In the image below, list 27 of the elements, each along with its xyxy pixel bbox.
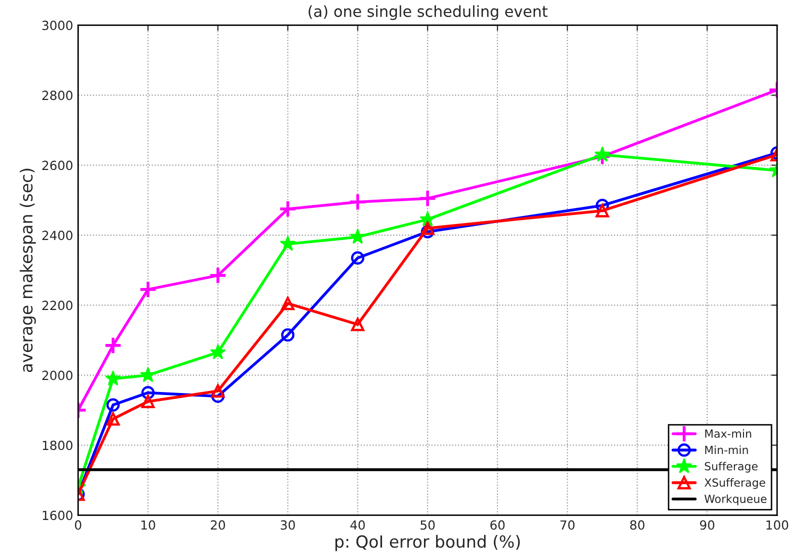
legend-label: XSufferage	[704, 478, 766, 489]
x-tick-label: 70	[560, 520, 575, 530]
y-tick-label: 2200	[42, 300, 72, 310]
x-tick-label: 90	[700, 520, 714, 530]
y-axis-title: average makespan (sec)	[20, 168, 36, 372]
x-tick-label: 20	[210, 520, 226, 530]
x-tick-label: 10	[141, 520, 156, 530]
legend-label: Min-min	[705, 446, 748, 454]
x-tick-label: 60	[490, 520, 505, 530]
chart-title: (a) one single scheduling event	[308, 5, 548, 20]
x-tick-label: 100	[766, 520, 788, 530]
y-tick-label: 2800	[42, 90, 72, 100]
y-tick-label: 2600	[42, 160, 72, 170]
x-tick-label: 0	[74, 520, 82, 530]
legend-label: Workqueue	[704, 494, 766, 506]
y-tick-label: 3000	[42, 20, 72, 30]
legend-label: Max-min	[705, 429, 752, 438]
x-axis-title: p: QoI error bound (%)	[335, 534, 520, 552]
legend-label: Sufferage	[704, 462, 758, 473]
x-tick-label: 80	[630, 520, 644, 530]
x-tick-label: 40	[350, 520, 365, 530]
y-tick-label: 2400	[42, 230, 72, 240]
y-tick-label: 1600	[42, 510, 72, 520]
x-tick-label: 50	[420, 520, 435, 530]
x-tick-label: 30	[280, 520, 295, 530]
y-tick-label: 1800	[42, 440, 72, 450]
y-tick-label: 2000	[42, 370, 72, 380]
